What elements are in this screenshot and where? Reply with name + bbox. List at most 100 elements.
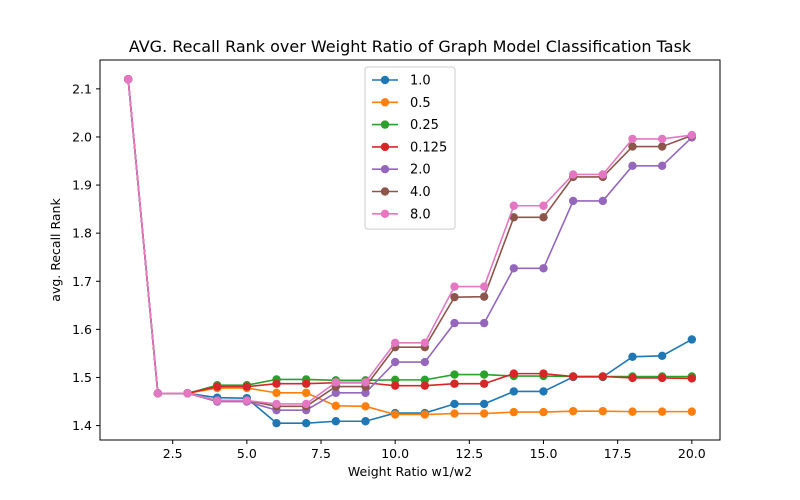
- data-point: [450, 292, 459, 302]
- data-point: [479, 409, 489, 418]
- legend-marker: [380, 187, 390, 196]
- data-point: [420, 375, 430, 385]
- legend-marker: [380, 142, 390, 152]
- data-point: [331, 401, 341, 411]
- data-point: [509, 407, 519, 417]
- data-point: [420, 410, 430, 419]
- legend-item: 1.0: [372, 74, 431, 89]
- data-point: [598, 372, 608, 381]
- data-point: [183, 389, 192, 398]
- legend-item: 0.125: [372, 140, 447, 155]
- legend-label: 2.0: [410, 163, 431, 178]
- y-tick-label: 2.1: [72, 81, 92, 96]
- data-point: [628, 142, 637, 151]
- data-point: [568, 372, 578, 381]
- y-axis-label: avg. Recall Rank: [48, 198, 63, 302]
- data-point: [420, 381, 430, 390]
- data-point: [450, 399, 459, 409]
- data-point: [628, 352, 637, 361]
- series-line: [127, 79, 692, 395]
- legend-item: 2.0: [372, 163, 431, 178]
- legend-item: 8.0: [372, 207, 431, 222]
- y-tick-label: 1.4: [72, 418, 92, 433]
- data-point: [272, 388, 281, 398]
- data-point: [657, 161, 667, 171]
- data-point: [539, 369, 548, 378]
- data-point: [539, 213, 548, 222]
- data-point: [687, 335, 697, 344]
- legend-item: 0.5: [372, 96, 431, 111]
- data-point: [568, 406, 578, 416]
- y-tick-label: 1.8: [72, 226, 92, 241]
- series-line: [127, 79, 693, 411]
- data-point: [450, 282, 459, 291]
- data-point: [272, 418, 281, 428]
- legend: 1.0 0.5 0.25 0.125 2.0 4.0 8.0: [364, 66, 456, 230]
- data-point: [361, 417, 370, 426]
- data-point: [479, 282, 489, 291]
- x-tick-label: 2.5: [163, 446, 183, 461]
- data-point: [687, 407, 697, 416]
- data-point: [479, 292, 489, 301]
- y-axis: 1.4 1.5 1.6 1.7 1.8 1.9 2.0 2.1: [72, 81, 100, 433]
- x-tick-label: 17.5: [604, 446, 632, 461]
- series-line: [127, 79, 692, 405]
- data-point: [598, 406, 608, 416]
- data-point: [657, 373, 667, 383]
- legend-label: 0.125: [410, 140, 447, 155]
- data-point: [361, 402, 370, 411]
- x-tick-label: 10.0: [381, 446, 409, 461]
- y-tick-label: 1.5: [72, 370, 92, 385]
- data-point: [628, 373, 637, 383]
- data-point: [301, 388, 311, 398]
- x-axis-label: Weight Ratio w1/w2: [348, 464, 472, 479]
- data-point: [301, 399, 311, 409]
- data-point: [301, 418, 311, 428]
- y-tick-label: 1.7: [72, 274, 92, 289]
- y-tick-label: 2.0: [72, 129, 92, 144]
- data-point: [153, 389, 163, 398]
- chart-title: AVG. Recall Rank over Weight Ratio of Gr…: [129, 37, 692, 56]
- x-tick-label: 20.0: [678, 446, 706, 461]
- data-point: [598, 170, 608, 179]
- legend-label: 4.0: [410, 185, 431, 200]
- legend-marker: [380, 165, 390, 174]
- data-point: [331, 388, 341, 398]
- data-point: [657, 351, 667, 361]
- data-point: [598, 196, 608, 206]
- data-point: [657, 142, 667, 151]
- data-point: [479, 370, 489, 379]
- data-point: [450, 379, 459, 388]
- data-point: [390, 410, 400, 419]
- data-point: [361, 378, 370, 387]
- x-axis: 2.5 5.0 7.5 10.0 12.5 15.0 17.5 20.0: [163, 440, 706, 461]
- data-point: [331, 417, 341, 426]
- y-tick-label: 1.9: [72, 178, 92, 193]
- legend-label: 8.0: [410, 207, 431, 222]
- data-point: [420, 338, 430, 348]
- x-tick-label: 7.5: [311, 446, 331, 461]
- data-point: [539, 387, 548, 396]
- y-tick-label: 1.6: [72, 322, 92, 337]
- data-point: [390, 375, 400, 385]
- data-point: [390, 381, 400, 390]
- legend-label: 0.5: [410, 96, 431, 111]
- data-point: [390, 338, 400, 348]
- legend-marker: [380, 98, 390, 107]
- data-point: [331, 378, 341, 387]
- data-point: [509, 369, 519, 378]
- data-point: [687, 130, 697, 140]
- series-layer: [123, 75, 697, 428]
- data-point: [450, 370, 459, 379]
- data-point: [628, 134, 637, 144]
- data-point: [123, 75, 133, 84]
- data-point: [628, 407, 637, 416]
- legend-marker: [380, 209, 390, 218]
- data-point: [539, 407, 548, 417]
- x-tick-label: 15.0: [530, 446, 558, 461]
- data-point: [628, 161, 637, 171]
- data-point: [568, 170, 578, 179]
- data-point: [657, 407, 667, 416]
- data-point: [509, 264, 519, 273]
